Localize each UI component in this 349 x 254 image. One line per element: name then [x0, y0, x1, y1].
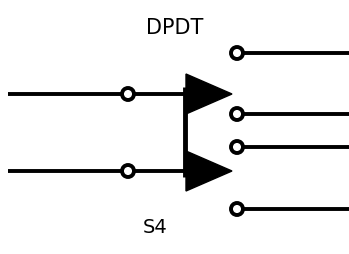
Polygon shape — [186, 151, 232, 191]
Circle shape — [231, 203, 243, 215]
Text: DPDT: DPDT — [146, 18, 204, 38]
Text: S4: S4 — [143, 217, 168, 236]
Polygon shape — [186, 75, 232, 115]
Circle shape — [231, 108, 243, 121]
Circle shape — [122, 89, 134, 101]
Circle shape — [231, 141, 243, 153]
Circle shape — [231, 48, 243, 60]
Circle shape — [122, 165, 134, 177]
